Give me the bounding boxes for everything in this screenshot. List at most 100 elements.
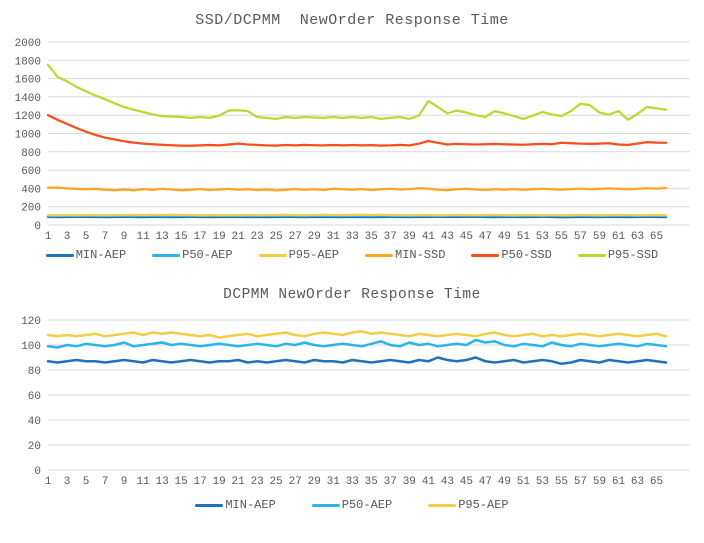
legend-label: P50-AEP [341, 498, 393, 512]
legend-label: MIN-AEP [225, 498, 276, 512]
x-axis-tick-label: 39 [403, 231, 416, 243]
legend-item-p50-ssd: P50-SSD [471, 248, 552, 262]
x-axis-tick-label: 65 [650, 231, 663, 243]
y-axis-tick-label: 120 [21, 316, 41, 328]
y-axis-tick-label: 80 [28, 366, 41, 378]
x-axis-tick-label: 31 [327, 231, 341, 243]
legend-swatch-p50-ssd [471, 253, 500, 257]
x-axis-tick-label: 21 [232, 231, 246, 243]
x-axis-tick-label: 49 [498, 231, 511, 243]
legend-swatch-p95-aep [258, 253, 287, 257]
x-axis-tick-label: 45 [460, 231, 473, 243]
y-axis-tick-label: 1800 [15, 56, 41, 68]
x-axis-tick-label: 25 [270, 476, 283, 488]
x-axis-tick-label: 15 [175, 231, 188, 243]
series-line-min-aep [46, 356, 668, 366]
legend-label: MIN-SSD [395, 248, 446, 262]
x-axis-tick-label: 7 [102, 476, 109, 488]
x-axis-tick-label: 41 [422, 231, 436, 243]
x-axis-tick-label: 59 [593, 476, 606, 488]
x-axis-tick-label: 63 [631, 231, 644, 243]
legend-item-p95-aep: P95-AEP [258, 248, 339, 262]
x-axis-tick-label: 35 [365, 231, 378, 243]
legend-label: P50-SSD [501, 248, 552, 262]
x-axis-tick-label: 13 [155, 476, 168, 488]
series-line-p95-ssd [46, 63, 668, 121]
y-axis-tick-label: 60 [28, 391, 41, 403]
legend-swatch-p95-aep [428, 503, 457, 507]
y-axis-tick-label: 1600 [15, 75, 41, 87]
series-line-p50-ssd [46, 114, 668, 147]
ssd-dcpmm-legend: MIN-AEP P50-AEP P95-AEP MIN-SSD P50-SSD P95-S… [0, 248, 704, 262]
x-axis-tick-label: 65 [650, 476, 663, 488]
x-axis-tick-label: 7 [102, 231, 109, 243]
x-axis-tick-label: 27 [289, 231, 302, 243]
ssd-dcpmm-chart: SSD/DCPMM NewOrder Response Time 0 200 400… [0, 0, 704, 262]
x-axis-tick-label: 63 [631, 476, 644, 488]
x-axis-tick-label: 51 [517, 231, 531, 243]
y-axis-tick-label: 800 [21, 148, 41, 160]
dcpmm-chart-title: DCPMM NewOrder Response Time [223, 287, 481, 303]
x-axis-tick-label: 57 [574, 476, 587, 488]
series-line-p95-aep [46, 213, 668, 217]
x-axis-tick-label: 43 [441, 476, 454, 488]
series-line-min-ssd [46, 186, 668, 192]
dcpmm-chart: DCPMM NewOrder Response Time 0 20 40 60 80 10… [0, 262, 704, 512]
x-axis-tick-label: 19 [213, 476, 226, 488]
legend-item-min-aep: MIN-AEP [45, 248, 126, 262]
x-axis-tick-label: 15 [175, 476, 188, 488]
x-axis-tick-label: 11 [136, 231, 150, 243]
series-line-p95-aep [46, 330, 668, 339]
x-axis-tick-label: 3 [64, 476, 71, 488]
x-axis-tick-label: 53 [536, 476, 549, 488]
legend-item-p95-ssd: P95-SSD [577, 248, 658, 262]
y-axis-tick-label: 0 [34, 221, 41, 233]
x-axis-tick-label: 57 [574, 231, 587, 243]
y-axis-tick-label: 2000 [15, 38, 41, 50]
x-axis-tick-label: 5 [83, 231, 90, 243]
y-axis-tick-label: 600 [21, 166, 41, 178]
y-axis-tick-label: 1200 [15, 111, 41, 123]
x-axis-tick-label: 37 [384, 476, 397, 488]
x-axis-tick-label: 17 [194, 476, 207, 488]
x-axis-tick-label: 17 [194, 231, 207, 243]
x-axis-tick-label: 47 [479, 231, 492, 243]
x-axis-tick-label: 45 [460, 476, 473, 488]
x-axis-tick-label: 55 [555, 476, 568, 488]
x-axis-tick-label: 25 [270, 231, 283, 243]
y-axis-tick-label: 400 [21, 184, 41, 196]
x-axis-tick-label: 55 [555, 231, 568, 243]
legend-swatch-min-aep [45, 253, 74, 257]
x-axis-tick-label: 35 [365, 476, 378, 488]
x-axis-tick-label: 59 [593, 231, 606, 243]
legend-item-min-aep: MIN-AEP [195, 498, 276, 512]
y-axis-tick-label: 1400 [15, 93, 41, 105]
x-axis-tick-label: 61 [612, 476, 626, 488]
x-axis-tick-label: 1 [45, 476, 52, 488]
x-axis-tick-label: 49 [498, 476, 511, 488]
x-axis-tick-label: 23 [251, 476, 264, 488]
x-axis-tick-label: 33 [346, 231, 359, 243]
x-axis-tick-label: 41 [422, 476, 436, 488]
dcpmm-legend: MIN-AEP P50-AEP P95-AEP [0, 498, 704, 512]
x-axis-tick-label: 51 [517, 476, 531, 488]
x-axis-tick-label: 21 [232, 476, 246, 488]
series-line-p50-aep [46, 338, 668, 349]
y-axis-tick-label: 200 [21, 203, 41, 215]
y-axis-tick-label: 100 [21, 341, 41, 353]
x-axis-tick-label: 47 [479, 476, 492, 488]
x-axis-tick-label: 3 [64, 231, 71, 243]
legend-swatch-p50-aep [152, 253, 181, 257]
x-axis-tick-label: 5 [83, 476, 90, 488]
x-axis-tick-label: 9 [121, 476, 128, 488]
x-axis-tick-label: 29 [308, 476, 321, 488]
legend-item-p50-aep: P50-AEP [152, 248, 233, 262]
legend-swatch-min-aep [195, 503, 224, 507]
legend-swatch-p50-aep [311, 503, 340, 507]
y-axis-tick-label: 0 [34, 466, 41, 478]
y-axis-tick-label: 20 [28, 441, 41, 453]
x-axis-tick-label: 19 [213, 231, 226, 243]
ssd-dcpmm-chart-title: SSD/DCPMM NewOrder Response Time [195, 12, 509, 29]
